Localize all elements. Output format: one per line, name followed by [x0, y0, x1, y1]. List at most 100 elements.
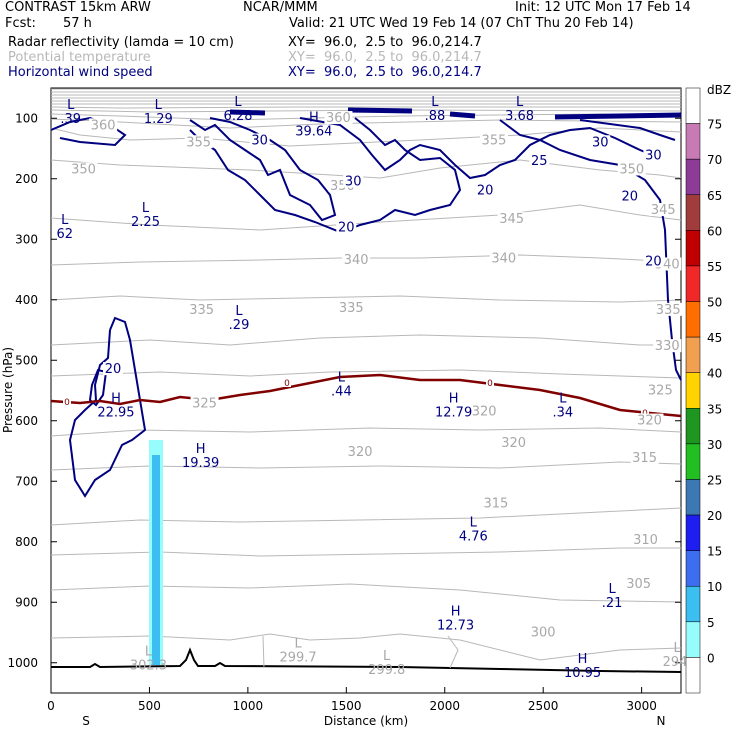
field-wind-name: Horizontal wind speed [8, 65, 153, 80]
colorbar-cell [685, 336, 701, 373]
y-tick-label: 800 [15, 535, 38, 549]
theta-label: 300 [531, 625, 556, 640]
theta-label-bg [499, 435, 528, 449]
extremum-mark: L [234, 95, 242, 110]
extremum-value: 302.3 [130, 659, 167, 674]
x-tick-label: 1500 [331, 699, 362, 713]
wind-label: 30 [592, 135, 609, 150]
extremum-value: 62 [57, 227, 74, 242]
theta-label-bg [337, 301, 366, 315]
y-tick-label: 1000 [7, 656, 38, 670]
colorbar-level: 70 [707, 153, 722, 167]
colorbar-cell [685, 123, 701, 160]
theta-label: 335 [656, 303, 681, 318]
wind-label: 25 [531, 154, 548, 169]
colorbar-level: 65 [707, 189, 722, 203]
extremum-mark: L [294, 637, 302, 652]
valid-time: Valid: 21 UTC Wed 19 Feb 14 (07 ChT Thu … [289, 16, 634, 31]
colorbar-level: 5 [707, 616, 715, 630]
colorbar-cell [685, 514, 701, 551]
theta-label: 325 [192, 397, 217, 412]
wind-label-bg [343, 174, 364, 188]
theta-label: 355 [186, 135, 211, 150]
colorbar-cell [685, 443, 701, 480]
y-tick-label: 700 [15, 474, 38, 488]
theta-label: 345 [499, 212, 524, 227]
fcst-value: 57 h [63, 16, 92, 31]
theta-label-bg [187, 302, 216, 316]
theta-label: 310 [633, 533, 658, 548]
theta-label: 320 [637, 414, 662, 429]
extremum-mark: L [673, 641, 681, 656]
extremum-mark: H [578, 652, 588, 667]
theta-label-bg [646, 383, 675, 397]
extremum-mark: L [559, 392, 567, 407]
zero-label-bg [283, 378, 291, 387]
colorbar-cell [685, 194, 701, 231]
theta-label-bg [653, 339, 682, 353]
theta-label: 315 [632, 451, 657, 466]
theta-label-bg [481, 496, 510, 510]
zero-label-bg [641, 408, 649, 417]
extremum-mark: L [235, 304, 243, 319]
extremum-value: 299.8 [368, 663, 405, 678]
extremum-value: .88 [425, 109, 446, 124]
zero-label-bg [63, 397, 71, 406]
extremum-mark: L [145, 645, 153, 660]
x-end-right: N [657, 714, 666, 728]
extremum-value: .44 [331, 384, 352, 399]
colorbar-level: 0 [707, 651, 715, 665]
theta-label-bg [624, 576, 653, 590]
theta-label-bg [342, 253, 371, 267]
theta-label-bg [69, 162, 98, 176]
colorbar-level: 10 [707, 580, 722, 594]
extremum-mark: L [142, 201, 150, 216]
theta-label-bg [617, 162, 646, 176]
title-center: NCAR/MMM [243, 0, 318, 15]
extremum-mark: L [431, 95, 439, 110]
theta-label-bg [470, 404, 499, 418]
theta-label: 320 [501, 436, 526, 451]
wind-label-bg [336, 220, 357, 234]
extremum-value: 22.95 [97, 406, 134, 421]
theta-label: 345 [651, 203, 676, 218]
extremum-mark: H [449, 392, 459, 407]
wind-label-bg [643, 148, 664, 162]
y-tick-label: 100 [15, 111, 38, 125]
theta-label: 350 [71, 162, 96, 177]
theta-label-bg [529, 625, 558, 639]
zero-label-bg [486, 378, 494, 387]
theta-label: 340 [491, 251, 516, 266]
x-axis-label: Distance (km) [324, 714, 408, 728]
zero-label: 0 [487, 379, 493, 389]
y-tick-label: 600 [15, 414, 38, 428]
wind-label-bg [643, 254, 664, 268]
y-tick-label: 900 [15, 595, 38, 609]
colorbar-cell [685, 87, 701, 124]
theta-label: 335 [189, 303, 214, 318]
extremum-mark: L [608, 582, 616, 597]
y-tick-label: 500 [15, 353, 38, 367]
colorbar-level: 60 [707, 224, 722, 238]
theta-label: 330 [655, 339, 680, 354]
y-axis-label: Pressure (hPa) [1, 347, 15, 433]
extremum-value: 12.79 [435, 406, 472, 421]
extremum-mark: H [451, 605, 461, 620]
extremum-value: 19.39 [182, 456, 219, 471]
wind-label: 20 [338, 221, 355, 236]
theta-label-bg [654, 302, 683, 316]
y-tick-label: 400 [15, 293, 38, 307]
colorbar-cell [685, 657, 701, 694]
colorbar-level: 30 [707, 438, 722, 452]
y-tick-label: 200 [15, 172, 38, 186]
field-theta-xy: XY= 96.0, 2.5 to 96.0,214.7 [288, 50, 482, 65]
x-end-left: S [82, 714, 90, 728]
extremum-value: .34 [553, 406, 574, 421]
extremum-value: 299.7 [279, 651, 316, 666]
colorbar-cell [685, 585, 701, 623]
extremum-mark: L [67, 98, 75, 113]
extremum-mark: L [470, 516, 478, 531]
